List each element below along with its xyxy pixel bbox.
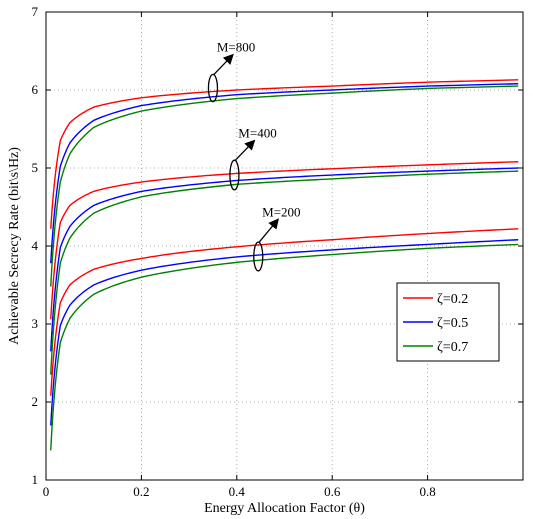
legend-label: ζ=0.7	[437, 340, 468, 355]
series-line	[50, 239, 519, 426]
x-tick-label: 0.2	[133, 484, 149, 499]
group-arrow	[258, 218, 280, 243]
legend: ζ=0.2 ζ=0.5 ζ=0.7	[396, 282, 500, 362]
series-line	[50, 170, 519, 375]
legend-label: ζ=0.5	[437, 316, 468, 331]
x-tick-label: 0.8	[419, 484, 435, 499]
axis-ticks: 0 0.2 0.4 0.6 0.8 1 2 3 4 5 6 7	[32, 4, 523, 499]
x-tick-label: 0	[43, 484, 50, 499]
series-line	[50, 79, 519, 229]
group-ellipse	[229, 159, 240, 191]
group-label: M=800	[217, 40, 255, 55]
y-tick-label: 1	[32, 472, 39, 487]
y-tick-label: 5	[32, 160, 39, 175]
series-line	[50, 83, 519, 264]
x-axis-label: Energy Allocation Factor (θ)	[204, 501, 365, 516]
y-axis-label: Achievable Secrecy Rate (bit\s\Hz)	[7, 147, 22, 345]
group-ellipse	[207, 73, 219, 103]
series-lines	[50, 79, 519, 451]
y-tick-label: 3	[32, 316, 39, 331]
y-tick-label: 6	[32, 82, 39, 97]
group-arrow	[213, 53, 234, 75]
group-label: M=400	[238, 125, 276, 140]
legend-label: ζ=0.2	[437, 292, 468, 307]
x-tick-label: 0.6	[324, 484, 341, 499]
x-tick-label: 0.4	[229, 484, 246, 499]
group-arrow	[234, 139, 256, 161]
y-tick-label: 4	[32, 238, 39, 253]
group-label: M=200	[262, 204, 300, 219]
group-ellipse	[253, 241, 264, 272]
series-line	[50, 161, 519, 320]
series-line	[50, 85, 519, 287]
y-tick-label: 2	[32, 394, 39, 409]
group-annotations: M=800 M=400 M=200	[207, 40, 301, 272]
series-line	[50, 167, 519, 352]
series-line	[50, 228, 519, 396]
series-line	[50, 243, 519, 451]
y-tick-label: 7	[32, 4, 39, 19]
